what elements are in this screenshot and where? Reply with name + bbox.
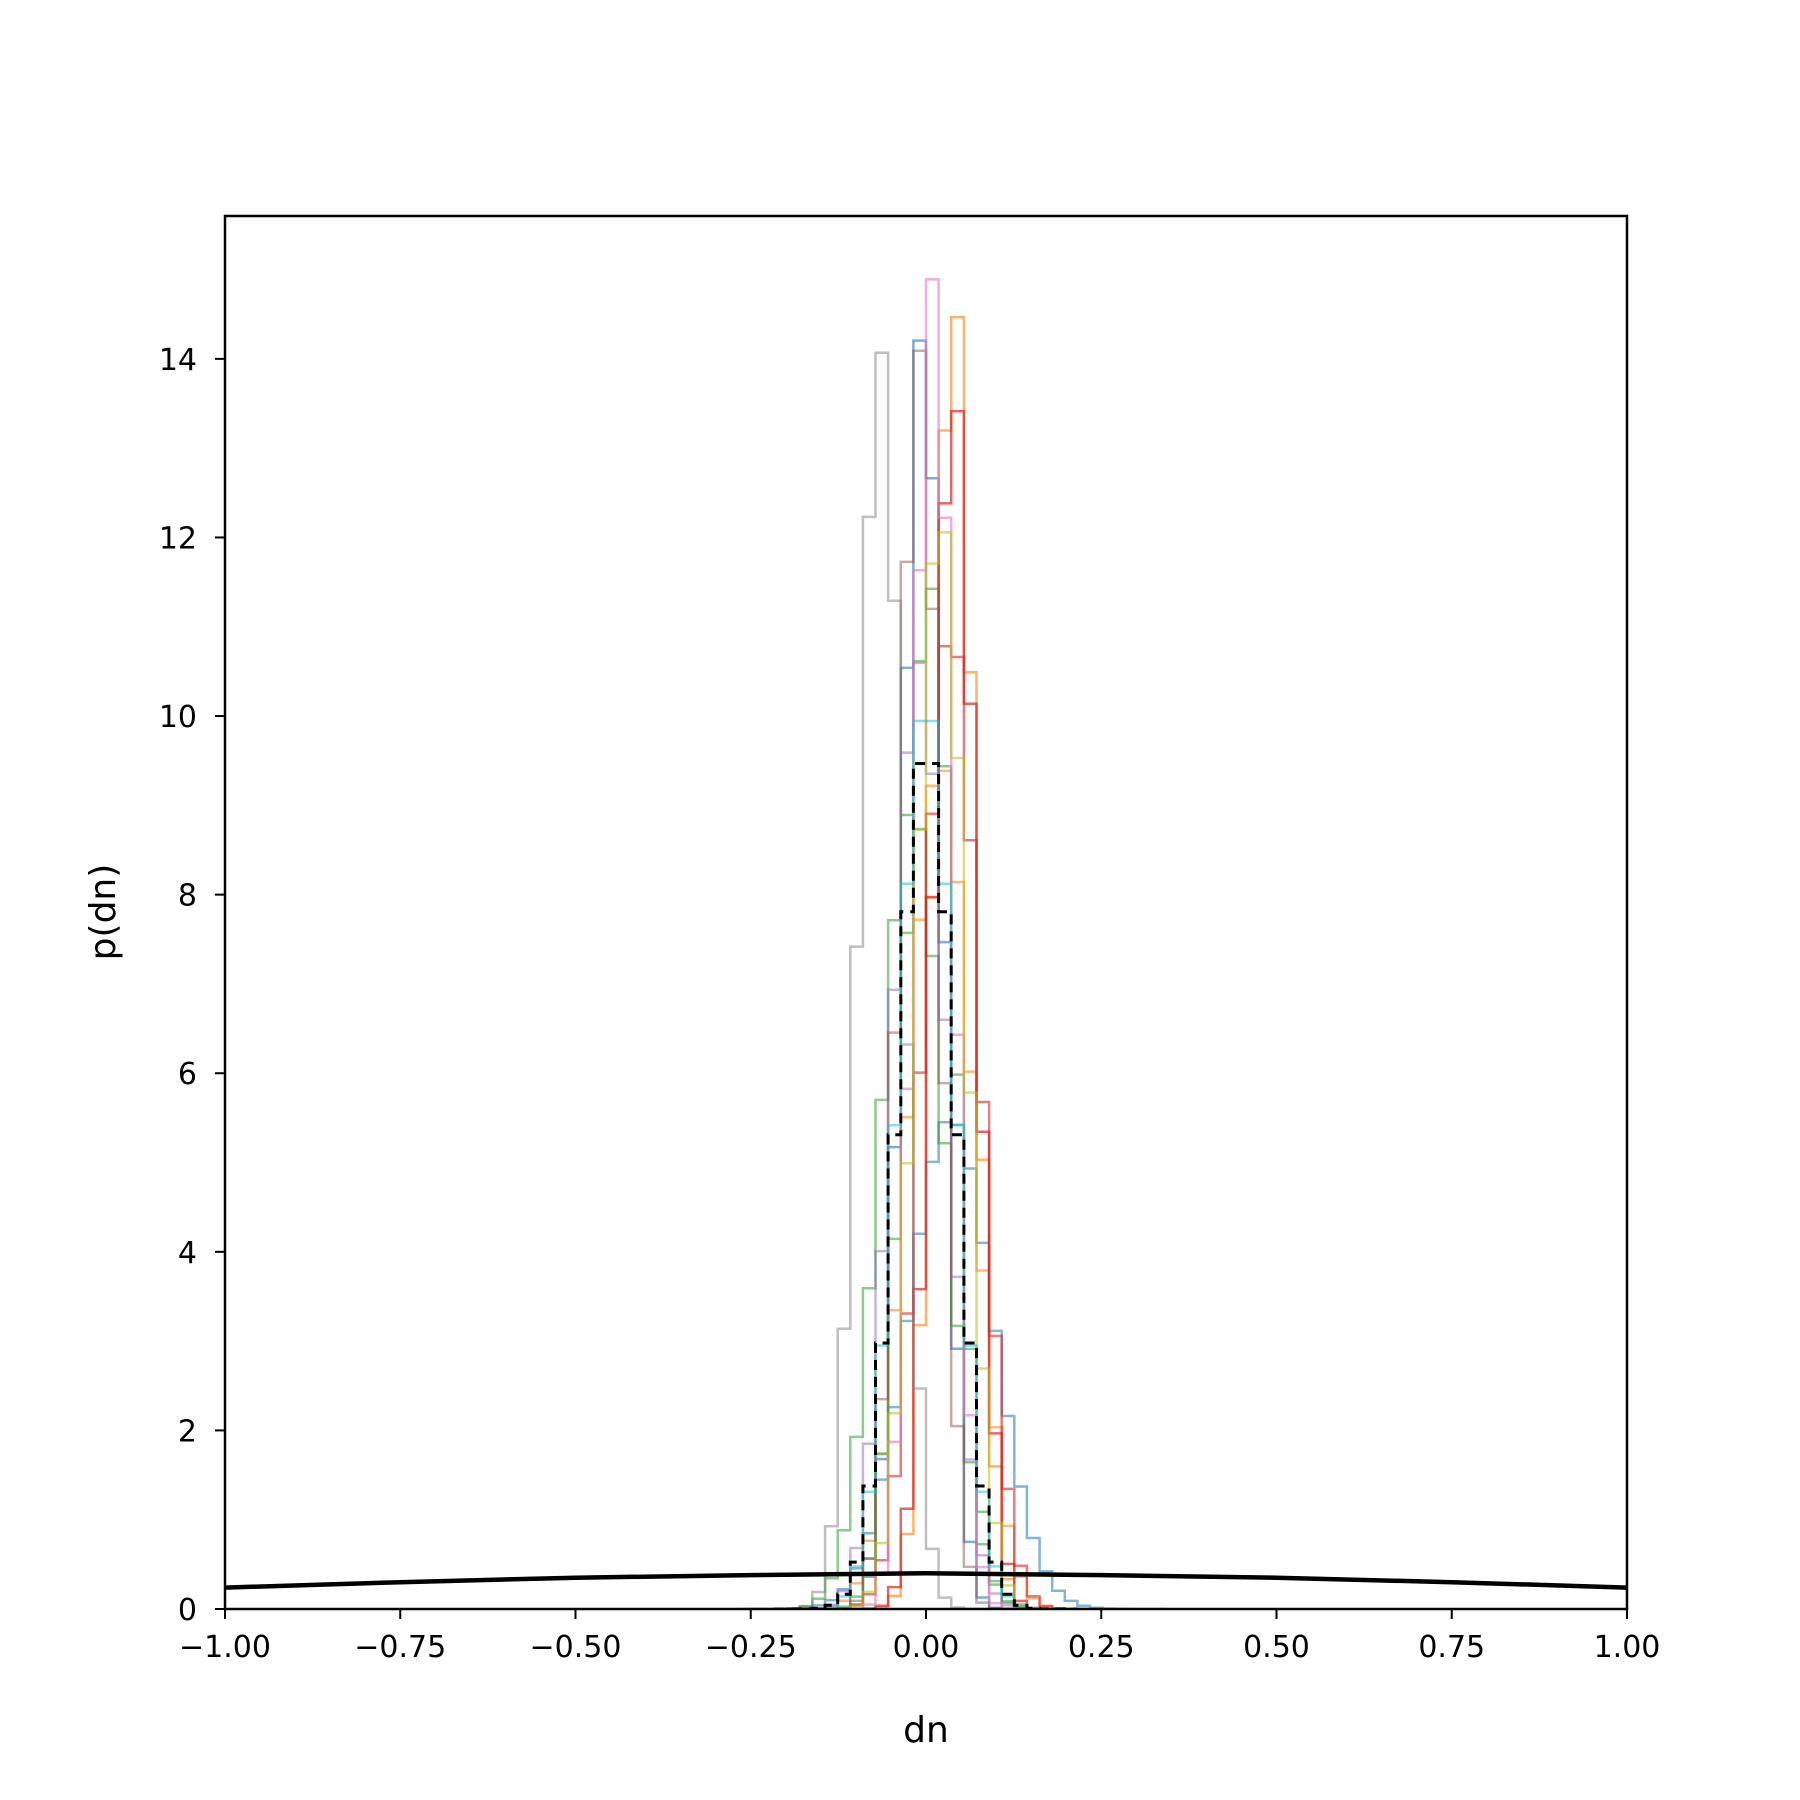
histogram-series-3 [850,315,1065,1609]
y-axis: 0 2 4 6 8 10 12 14 [159,343,225,1628]
prior-curve [225,1571,1627,1590]
x-tick-label: −0.25 [705,1630,797,1665]
y-tick-label: 0 [178,1593,197,1628]
x-tick-label: −0.75 [354,1630,446,1665]
histogram-series-11 [837,278,1040,1609]
x-tick-label: −0.50 [530,1630,622,1665]
combined-histogram-dashed [774,762,1078,1609]
y-tick-label: 10 [159,700,197,735]
y-tick-label: 14 [159,343,197,378]
x-tick-label: 0.75 [1418,1630,1485,1665]
x-tick-label: 1.00 [1594,1630,1661,1665]
x-tick-label: −1.00 [179,1630,271,1665]
x-tick-label: 0.00 [893,1630,960,1665]
y-tick-label: 6 [178,1057,197,1092]
histogram-series-12 [774,351,990,1609]
histogram-series-10 [812,349,1027,1609]
histogram-series-9 [774,661,1065,1609]
histogram-series-1 [812,339,1027,1609]
histogram-series-13 [812,531,1065,1609]
y-tick-label: 8 [178,879,197,914]
y-tick-label: 2 [178,1414,197,1449]
x-tick-label: 0.25 [1068,1630,1135,1665]
x-axis: −1.00 −0.75 −0.50 −0.25 0.00 0.25 0.50 0.75 1.00 [179,1609,1660,1665]
x-axis-label: dn [903,1710,949,1751]
y-axis-label: p(dn) [83,864,124,961]
y-tick-label: 12 [159,521,197,556]
histogram-series-5 [799,587,1065,1609]
y-tick-label: 4 [178,1236,197,1271]
x-tick-label: 0.50 [1243,1630,1310,1665]
plot-content [225,278,1627,1609]
